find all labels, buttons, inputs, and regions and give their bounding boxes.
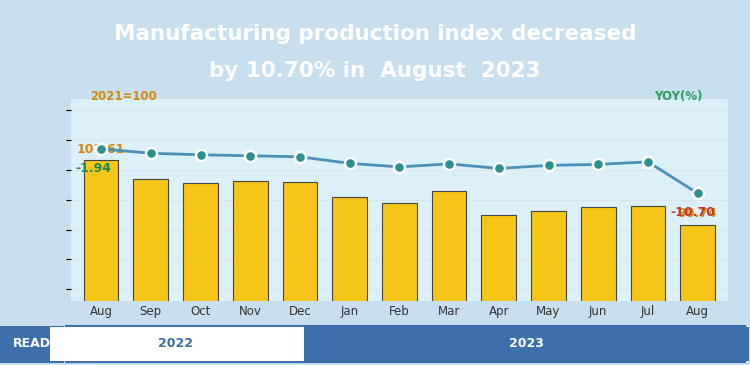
Bar: [283, 182, 317, 365]
Text: -10.70: -10.70: [670, 206, 716, 219]
FancyBboxPatch shape: [66, 326, 745, 362]
FancyBboxPatch shape: [50, 327, 301, 361]
Bar: [580, 207, 616, 365]
Bar: [631, 206, 665, 365]
Bar: [84, 161, 118, 365]
Bar: [531, 211, 566, 365]
Bar: [134, 179, 168, 365]
FancyBboxPatch shape: [0, 326, 64, 363]
Bar: [332, 197, 367, 365]
Text: by 10.70% in  August  2023: by 10.70% in August 2023: [209, 61, 541, 81]
Bar: [680, 225, 715, 365]
Text: -1.94: -1.94: [76, 162, 112, 174]
Bar: [232, 181, 268, 365]
Bar: [432, 191, 466, 365]
Bar: [183, 183, 218, 365]
Text: 101.61: 101.61: [77, 143, 125, 156]
Text: READ: READ: [13, 337, 50, 350]
FancyBboxPatch shape: [304, 327, 749, 361]
Text: Manufacturing production index decreased: Manufacturing production index decreased: [114, 24, 636, 45]
Text: 2021=100: 2021=100: [90, 90, 158, 103]
Text: YOY(%): YOY(%): [655, 90, 703, 103]
Text: 2023: 2023: [509, 337, 544, 350]
Text: 2022: 2022: [158, 337, 193, 350]
Bar: [382, 203, 417, 365]
Bar: [482, 215, 516, 365]
Text: 90.74: 90.74: [678, 207, 718, 220]
